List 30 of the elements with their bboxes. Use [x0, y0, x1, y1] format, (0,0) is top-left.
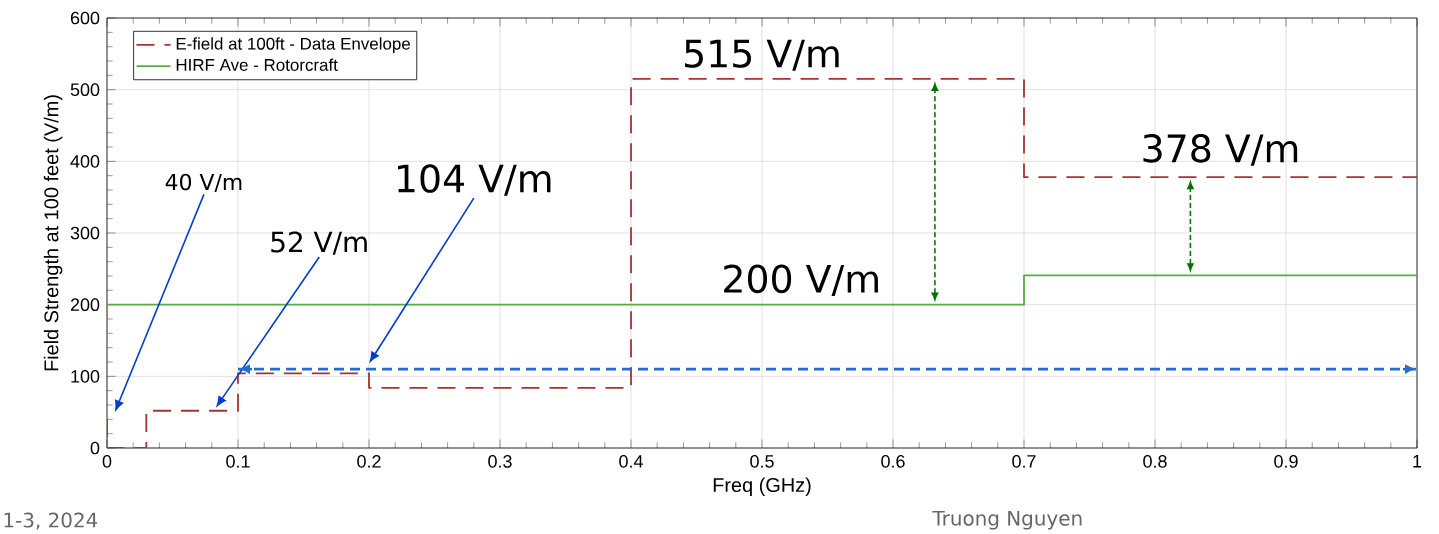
x-tick-label: 0.1: [226, 455, 250, 468]
x-tick-label: 0.4: [619, 455, 643, 468]
x-tick-label: 0.3: [488, 455, 512, 468]
y-tick-label: 500: [70, 83, 100, 97]
annotation: 40 V/m: [165, 173, 242, 192]
annotation: 52 V/m: [271, 231, 367, 255]
y-axis-title: Field Strength at 100 feet (V/m): [43, 95, 63, 371]
x-tick-label: 0.7: [1012, 455, 1036, 468]
y-tick-label: 300: [70, 226, 100, 240]
y-tick-label: 100: [71, 369, 100, 383]
y-tick-label: 200: [70, 298, 100, 312]
annotation: 378 V/m: [1143, 134, 1298, 166]
legend-label: E-field at 100ft - Data Envelope: [176, 37, 410, 54]
x-tick-label: 0.2: [357, 455, 381, 468]
text: Truong Nguyen: [932, 510, 1082, 530]
y-tick-label: 400: [70, 154, 100, 168]
x-tick-label: 0.5: [750, 455, 774, 468]
annotation: 104 V/m: [398, 164, 551, 196]
x-axis-title: Freq (GHz): [713, 477, 811, 496]
text: 1-3, 2024: [4, 512, 98, 530]
y-tick-label: 600: [70, 11, 100, 25]
x-tick-label: 0.6: [881, 455, 905, 468]
x-tick-label: 0.9: [1274, 455, 1298, 468]
x-tick-label: 0.8: [1143, 455, 1167, 468]
y-tick-label: 0: [90, 441, 100, 455]
x-tick-label: 1: [1413, 455, 1422, 468]
annotation: 200 V/m: [724, 264, 878, 297]
x-tick-label: 0: [102, 455, 112, 468]
annotation: 515 V/m: [685, 39, 839, 71]
legend-label: HIRF Ave - Rotorcraft: [176, 58, 338, 71]
